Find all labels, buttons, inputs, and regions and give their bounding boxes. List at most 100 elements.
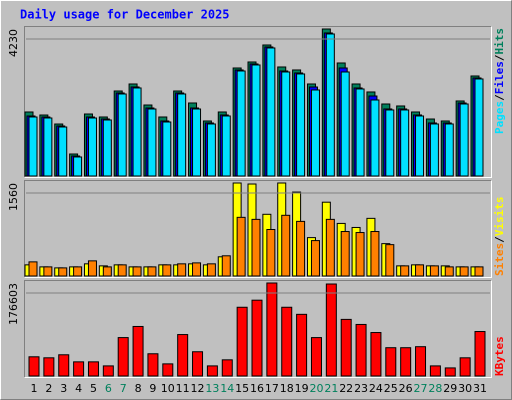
bar [444, 266, 454, 277]
bar [102, 119, 112, 177]
plot-bevel-light [24, 180, 492, 278]
bar [429, 365, 441, 377]
x-tick-label: 28 [428, 382, 442, 395]
bar [206, 365, 218, 377]
bar [415, 115, 425, 177]
bar [236, 70, 246, 177]
bar [474, 331, 486, 377]
bar [296, 313, 308, 377]
x-tick-label: 2 [45, 382, 52, 395]
x-tick-label: 26 [399, 382, 413, 395]
x-tick-label: 31 [473, 382, 487, 395]
bar [296, 220, 306, 277]
bar [177, 93, 187, 177]
x-tick-label: 7 [120, 382, 127, 395]
x-tick-label: 14 [220, 382, 234, 395]
bar [28, 116, 38, 177]
x-tick-label: 20 [309, 382, 323, 395]
bar [132, 87, 142, 177]
legend-separator: / [493, 236, 506, 243]
plot-bevel-light [24, 280, 492, 378]
bar [355, 232, 365, 277]
bar [117, 337, 129, 377]
bar [400, 265, 410, 277]
legend-separator: / [493, 54, 506, 61]
bar [325, 218, 335, 277]
bar [281, 306, 293, 377]
x-tick-label: 21 [324, 382, 338, 395]
x-tick-label: 5 [90, 382, 97, 395]
bar [206, 263, 216, 277]
plot-bevel-light [24, 26, 492, 178]
bar [325, 283, 337, 377]
bar [325, 33, 335, 177]
bar [385, 109, 395, 177]
bar [340, 318, 352, 377]
bar [117, 93, 127, 177]
bar [355, 323, 367, 377]
bar [459, 266, 469, 277]
legend-entry: Sites [493, 243, 506, 276]
x-tick-label: 25 [384, 382, 398, 395]
bar [117, 264, 127, 277]
bar [147, 353, 159, 377]
x-tick-label: 19 [295, 382, 309, 395]
y-tick-label: 4230 [7, 29, 20, 57]
bar [73, 361, 85, 377]
bar [147, 266, 157, 277]
bar [281, 71, 291, 177]
bar [177, 334, 189, 377]
series-legend: Pages/Files/Hits [493, 28, 506, 134]
bar [73, 266, 83, 277]
bar [415, 264, 425, 277]
x-tick-label: 1 [31, 382, 38, 395]
bar [236, 306, 248, 377]
x-tick-label: 17 [265, 382, 279, 395]
bar [43, 357, 55, 377]
bar [73, 156, 83, 177]
bar [370, 231, 380, 277]
bar [147, 108, 157, 177]
bar [251, 64, 261, 177]
bar [221, 255, 231, 277]
bar [340, 231, 350, 277]
legend-separator: / [493, 94, 506, 101]
bar [43, 117, 53, 177]
bar [281, 214, 291, 277]
x-tick-label: 11 [176, 382, 190, 395]
plot-bevel-dark [24, 280, 492, 378]
bar [400, 109, 410, 177]
legend-entry: Pages [493, 101, 506, 134]
x-tick-label: 8 [135, 382, 142, 395]
bar [221, 115, 231, 177]
bar [162, 363, 174, 377]
bar [459, 103, 469, 177]
bar [310, 89, 320, 177]
x-tick-label: 18 [280, 382, 294, 395]
bar [192, 262, 202, 277]
bar [236, 216, 246, 277]
bar [251, 218, 261, 277]
x-tick-label: 27 [414, 382, 428, 395]
bar [429, 265, 439, 277]
bar [162, 121, 172, 177]
bar [370, 99, 380, 177]
bar [221, 359, 233, 377]
bar [43, 266, 53, 277]
bar [429, 123, 439, 177]
bar [102, 266, 112, 277]
bar [370, 332, 382, 377]
bar [102, 365, 114, 377]
legend-entry: Files [493, 61, 506, 94]
x-tick-label: 13 [205, 382, 219, 395]
bar [132, 325, 144, 377]
y-tick-label: 1560 [7, 183, 20, 211]
bar [474, 266, 484, 277]
legend-entry: Visits [493, 197, 506, 237]
bar [400, 347, 412, 377]
bar [266, 47, 276, 177]
bar [58, 267, 68, 277]
bar [310, 240, 320, 277]
